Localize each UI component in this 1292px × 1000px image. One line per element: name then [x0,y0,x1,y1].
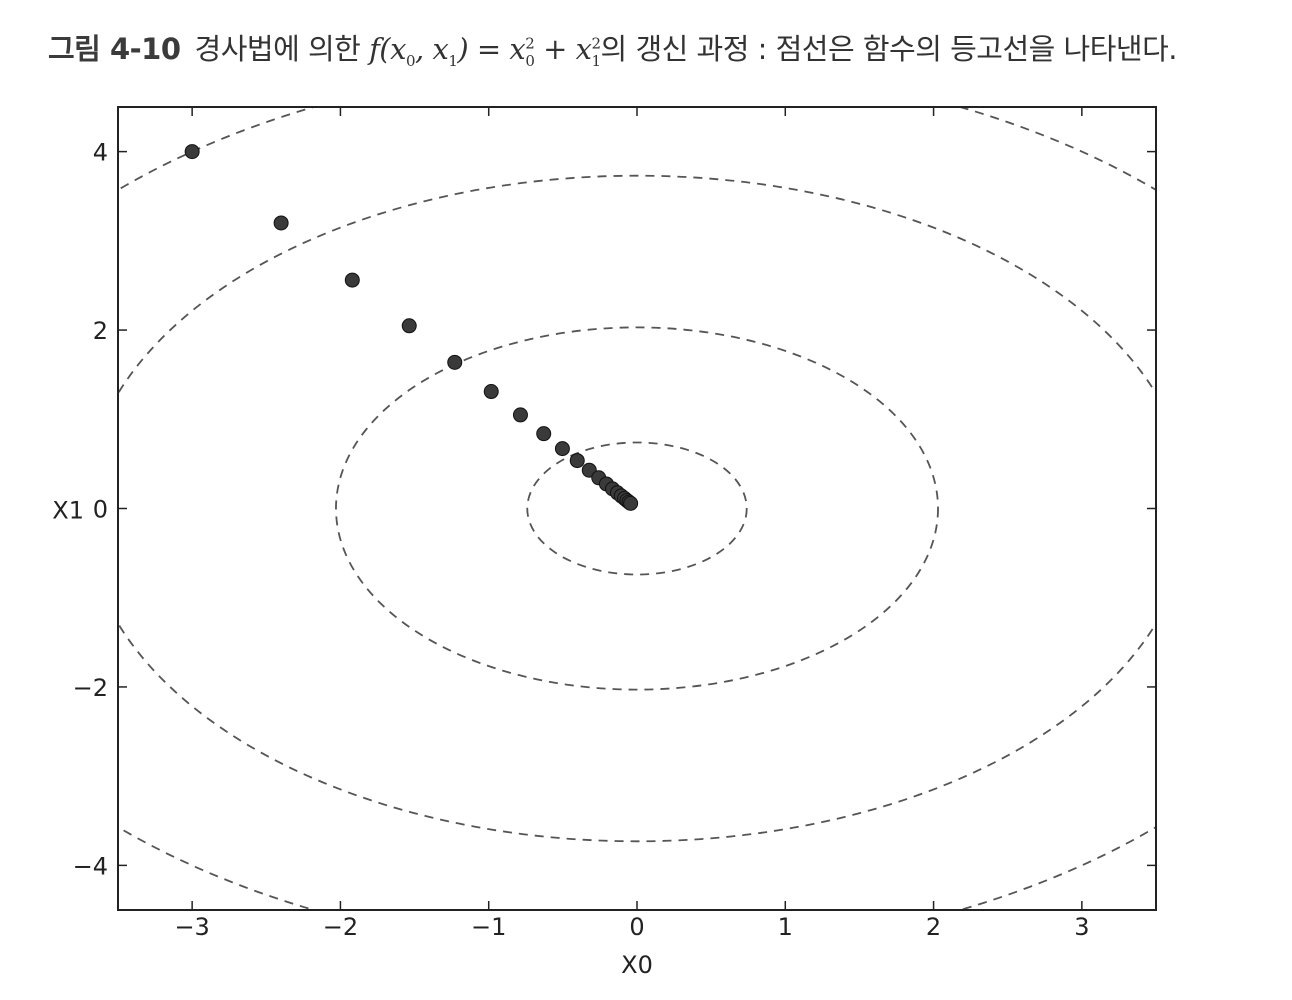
contour-line [118,174,1156,843]
x-tick-label: 2 [926,913,941,941]
data-point [623,495,639,511]
data-point [554,441,570,457]
caption-text-after: 의 갱신 과정 : 점선은 함수의 등고선을 나타낸다. [600,32,1178,66]
x-tick-label: −1 [471,913,506,941]
data-point [536,426,552,442]
y-axis-ticks: −4 −2 0 2 4 [73,139,1156,880]
x-axis-label: X0 [621,951,653,979]
data-point [447,354,463,370]
x-axis-ticks: −3 −2 −1 0 1 2 3 [174,107,1089,941]
x-tick-label: −2 [323,913,358,941]
data-point [483,384,499,400]
y-tick-label: −4 [73,852,108,880]
data-point [273,215,289,231]
x-tick-label: −3 [174,913,209,941]
data-point [569,453,585,469]
data-point [512,407,528,423]
figure-number: 그림 4-10 [48,32,181,66]
data-points [184,144,639,511]
plot-frame [117,106,1157,911]
y-tick-label: 4 [93,139,108,167]
contour-line [526,441,748,576]
caption-text-before: 경사법에 의한 [194,32,361,66]
x-tick-label: 1 [778,913,793,941]
data-point [344,272,360,288]
y-tick-label: 2 [93,317,108,345]
figure-caption: 그림 4-10 경사법에 의한 f(x0, x1) = x20 + x21의 갱신… [48,26,1278,70]
y-tick-label: −2 [73,674,108,702]
data-point [184,144,200,160]
x-tick-label: 0 [629,913,644,941]
y-tick-label: 0 [93,496,108,524]
data-point [401,318,417,334]
y-axis-label: X1 [52,497,84,525]
contour-line [118,107,1156,910]
contour-line [335,326,939,691]
contour-lines [118,107,1156,910]
x-tick-label: 3 [1074,913,1089,941]
caption-formula: f(x0, x1) = x20 + x21 [369,32,601,70]
